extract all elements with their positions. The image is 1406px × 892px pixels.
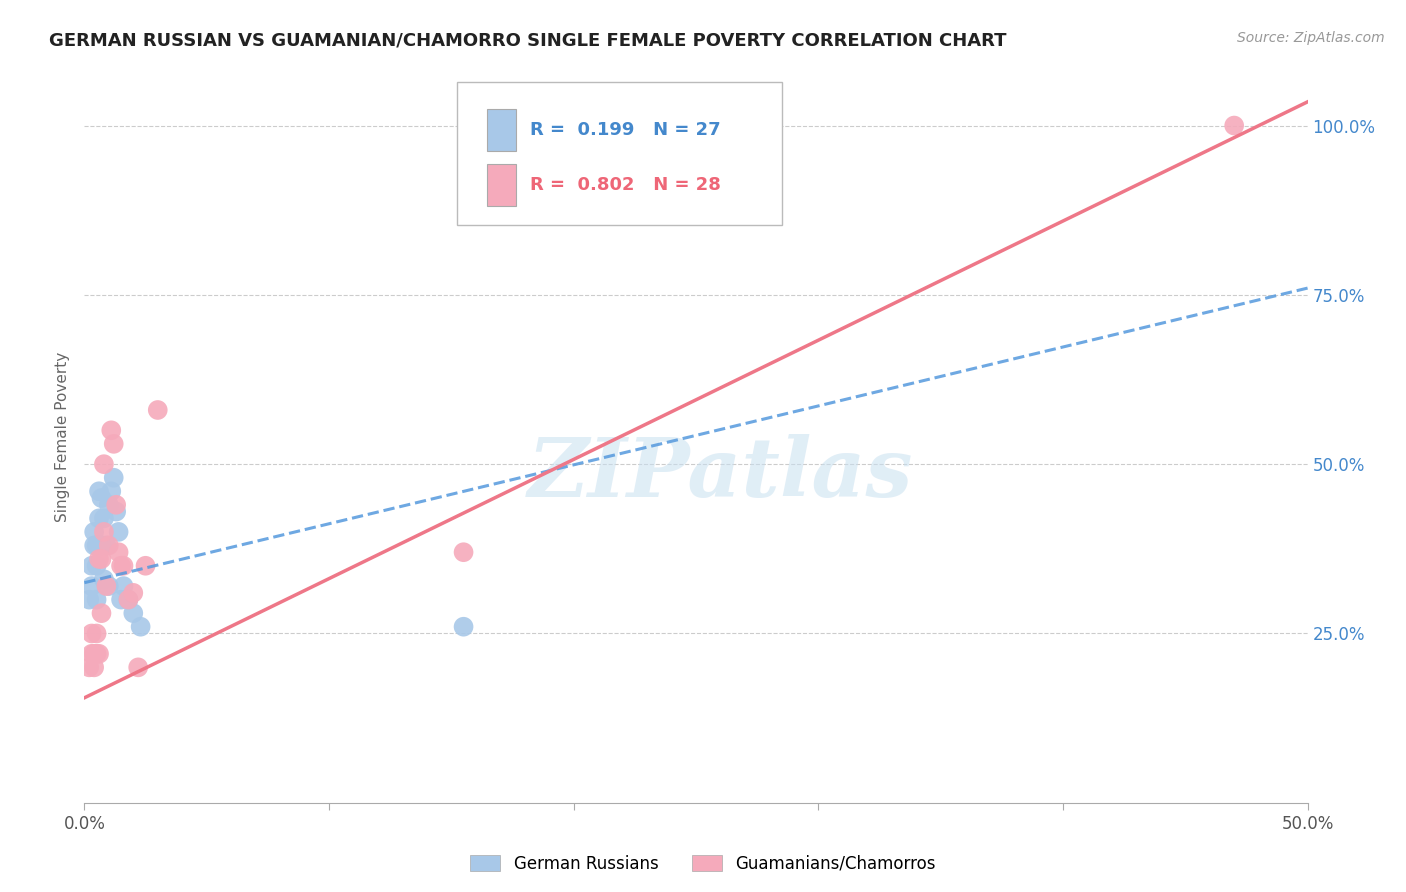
Point (90, 491, 112, 505)
Point (117, 592, 139, 607)
Point (86, 592, 108, 607)
Point (80, 626, 103, 640)
Point (83, 538, 105, 552)
Text: GERMAN RUSSIAN VS GUAMANIAN/CHAMORRO SINGLE FEMALE POVERTY CORRELATION CHART: GERMAN RUSSIAN VS GUAMANIAN/CHAMORRO SIN… (49, 31, 1007, 49)
Point (117, 592, 139, 607)
FancyBboxPatch shape (457, 82, 782, 225)
Point (87, 552, 110, 566)
FancyBboxPatch shape (486, 164, 516, 205)
Point (83, 524, 105, 539)
Point (127, 660, 149, 674)
Point (122, 586, 145, 600)
Point (135, 558, 157, 573)
Point (93, 524, 115, 539)
Point (90, 538, 112, 552)
Point (97, 498, 120, 512)
Point (107, 524, 129, 539)
Point (80, 579, 103, 593)
Text: ZIPatlas: ZIPatlas (527, 434, 912, 514)
Point (93, 572, 115, 586)
Point (100, 484, 122, 499)
Point (129, 620, 152, 634)
Text: Source: ZipAtlas.com: Source: ZipAtlas.com (1237, 31, 1385, 45)
Point (86, 558, 108, 573)
Legend: German Russians, Guamanians/Chamorros: German Russians, Guamanians/Chamorros (464, 848, 942, 880)
Point (103, 471, 125, 485)
Point (146, 403, 169, 417)
Point (87, 484, 110, 499)
Text: R =  0.199   N = 27: R = 0.199 N = 27 (530, 121, 720, 139)
Text: R =  0.802   N = 28: R = 0.802 N = 28 (530, 176, 720, 194)
Point (77, 660, 100, 674)
Point (1223, 119, 1246, 133)
Point (105, 505, 128, 519)
Point (90, 606, 112, 620)
Point (77, 592, 100, 607)
Point (96, 579, 118, 593)
Point (112, 558, 135, 573)
Point (86, 647, 108, 661)
FancyBboxPatch shape (486, 109, 516, 151)
Point (112, 579, 135, 593)
Point (110, 592, 132, 607)
Point (100, 423, 122, 437)
Point (103, 437, 125, 451)
Point (96, 538, 118, 552)
Point (453, 620, 475, 634)
Point (83, 660, 105, 674)
Point (93, 511, 115, 525)
Point (453, 545, 475, 559)
Point (80, 558, 103, 573)
Point (86, 626, 108, 640)
Point (93, 457, 115, 471)
Point (90, 552, 112, 566)
Point (87, 647, 110, 661)
Y-axis label: Single Female Poverty: Single Female Poverty (55, 352, 70, 522)
Point (97, 538, 120, 552)
Point (107, 545, 129, 559)
Point (87, 511, 110, 525)
Point (97, 579, 120, 593)
Point (83, 647, 105, 661)
Point (122, 606, 145, 620)
Point (80, 647, 103, 661)
Point (86, 538, 108, 552)
Point (105, 498, 128, 512)
Point (110, 558, 132, 573)
